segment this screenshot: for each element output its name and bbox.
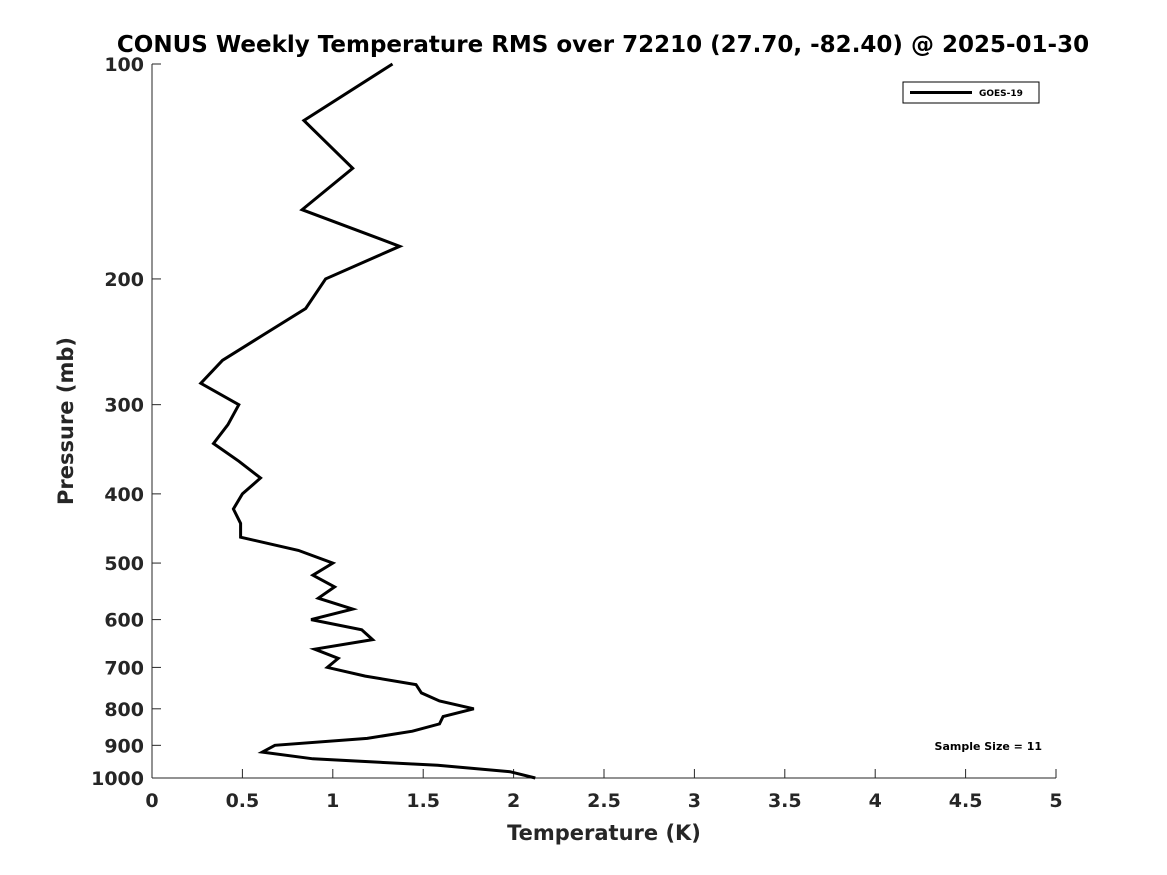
y-ticks: 100 200 300 400 500 600 700 800 900 1000 bbox=[91, 54, 161, 790]
axes bbox=[151, 64, 1056, 779]
series-line-goes-19 bbox=[198, 62, 536, 780]
sample-size-annotation: Sample Size = 11 bbox=[935, 740, 1042, 753]
x-tick-label: 5 bbox=[1049, 790, 1062, 812]
y-tick-label: 200 bbox=[104, 269, 144, 291]
chart-title: CONUS Weekly Temperature RMS over 72210 … bbox=[117, 32, 1089, 58]
y-tick-label: 100 bbox=[104, 54, 144, 76]
x-axis-label: Temperature (K) bbox=[507, 821, 701, 845]
y-axis-label: Pressure (mb) bbox=[54, 337, 78, 505]
x-tick-label: 2 bbox=[507, 790, 520, 812]
x-tick-label: 2.5 bbox=[587, 790, 621, 812]
series-lines bbox=[198, 62, 536, 780]
y-tick-label: 1000 bbox=[91, 768, 144, 790]
y-tick-label: 800 bbox=[104, 699, 144, 721]
y-tick-label: 900 bbox=[104, 735, 144, 757]
y-tick-label: 600 bbox=[104, 610, 144, 632]
x-tick-label: 4 bbox=[869, 790, 882, 812]
x-ticks: 0 0.5 1 1.5 2 2.5 3 3.5 4 4.5 5 bbox=[145, 769, 1063, 812]
y-tick-label: 700 bbox=[104, 657, 144, 679]
x-tick-label: 1 bbox=[326, 790, 339, 812]
x-tick-label: 3 bbox=[688, 790, 701, 812]
legend-label-goes-19: GOES-19 bbox=[979, 89, 1023, 99]
y-tick-label: 300 bbox=[104, 395, 144, 417]
x-tick-label: 4.5 bbox=[949, 790, 983, 812]
y-tick-label: 500 bbox=[104, 553, 144, 575]
x-tick-label: 0 bbox=[145, 790, 158, 812]
x-tick-label: 3.5 bbox=[768, 790, 802, 812]
y-tick-label: 400 bbox=[104, 484, 144, 506]
legend: GOES-19 bbox=[902, 81, 1040, 104]
x-tick-label: 1.5 bbox=[406, 790, 440, 812]
x-tick-label: 0.5 bbox=[226, 790, 260, 812]
